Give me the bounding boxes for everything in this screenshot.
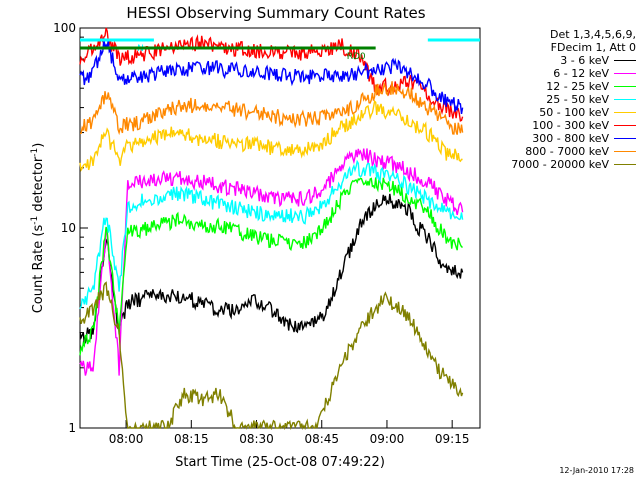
series-line-25-50-kev [79, 159, 464, 310]
x-tick-label: 08:30 [239, 432, 274, 446]
series-line-3-6-kev [79, 193, 464, 346]
legend-item: 50 - 100 keV [476, 106, 636, 119]
legend-swatch [614, 164, 636, 165]
legend-swatch [614, 125, 636, 126]
x-tick-label: 09:15 [435, 432, 470, 446]
legend-label: 100 - 300 keV [532, 119, 609, 132]
axis-ticks: 08:00 08:15 08:30 08:45 09:00 09:15 1 10 100 [53, 21, 469, 446]
y-tick-label: 100 [53, 21, 76, 35]
series-line-50-100-kev [79, 99, 463, 172]
y-tick-label: 1 [68, 421, 76, 435]
legend-label: 3 - 6 keV [560, 54, 609, 67]
legend-header-line-1: Det 1,3,4,5,6,9, [549, 28, 636, 41]
legend-label: 7000 - 20000 keV [511, 158, 609, 171]
legend-swatch [614, 73, 636, 74]
series-line-800-7000-kev [80, 81, 464, 136]
legend-item: 300 - 800 keV [476, 132, 636, 145]
x-axis-label: Start Time (25-Oct-08 07:49:22) [175, 455, 385, 470]
x-tick-label: 09:00 [370, 432, 405, 446]
legend-label: 50 - 100 keV [539, 106, 609, 119]
x-tick-label: 08:45 [304, 432, 339, 446]
legend-label: 300 - 800 keV [532, 132, 609, 145]
series-line-7000-20000-kev [79, 281, 464, 431]
legend-item: 7000 - 20000 keV [476, 158, 636, 171]
legend-item: 100 - 300 keV [476, 119, 636, 132]
y-tick-label: 10 [61, 221, 76, 235]
status-bars: NRD0 [80, 38, 480, 62]
series-line-6-12-kev [79, 148, 464, 376]
series-line-12-25-kev [79, 177, 463, 356]
svg-text:Count Rate (s-1 detector-1): Count Rate (s-1 detector-1) [30, 143, 46, 314]
legend-item: 3 - 6 keV [476, 54, 636, 67]
x-tick-label: 08:00 [109, 432, 144, 446]
x-tick-label: 08:15 [174, 432, 209, 446]
legend-label: 800 - 7000 keV [525, 145, 609, 158]
legend-swatch [614, 60, 636, 61]
legend-swatch [614, 86, 636, 87]
series-line-100-300-kev [79, 27, 464, 122]
legend-swatch [614, 138, 636, 139]
legend-item: 25 - 50 keV [476, 93, 636, 106]
generated-timestamp: 12-Jan-2010 17:28 [559, 466, 634, 475]
legend-label: 25 - 50 keV [546, 93, 609, 106]
legend-item: 800 - 7000 keV [476, 145, 636, 158]
y-axis-label: Count Rate (s-1 detector-1) [30, 143, 46, 314]
chart-title: HESSI Observing Summary Count Rates [126, 4, 425, 22]
legend-item: 6 - 12 keV [476, 67, 636, 80]
legend: Det 1,3,4,5,6,9, FDecim 1, Att 0 3 - 6 k… [476, 28, 636, 171]
legend-header-line-2: FDecim 1, Att 0 [550, 41, 636, 54]
legend-item: 12 - 25 keV [476, 80, 636, 93]
series-line-300-800-kev [79, 38, 464, 115]
legend-items: 3 - 6 keV 6 - 12 keV 12 - 25 keV 25 - 50 ke… [476, 54, 636, 171]
status-bar-label: RD0 [347, 52, 366, 62]
series-layer [79, 27, 464, 431]
legend-swatch [614, 151, 636, 152]
legend-swatch [614, 99, 636, 100]
legend-label: 6 - 12 keV [553, 67, 609, 80]
legend-swatch [614, 112, 636, 113]
legend-label: 12 - 25 keV [546, 80, 609, 93]
